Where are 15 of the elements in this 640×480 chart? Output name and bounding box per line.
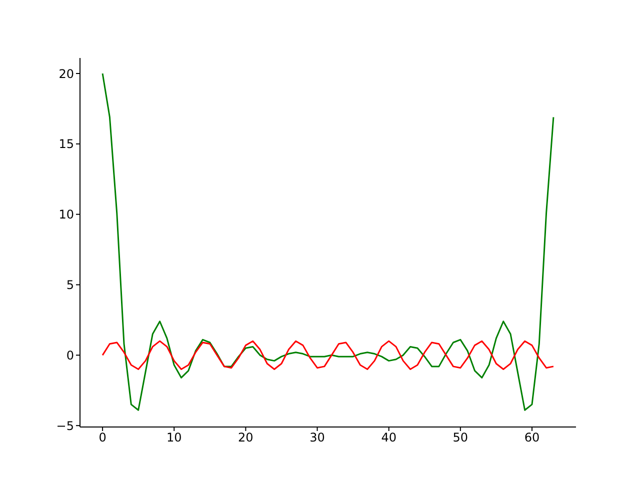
x-tick-label: 50: [452, 430, 468, 445]
x-tick-label: 10: [166, 430, 182, 445]
x-tick-label: 60: [524, 430, 540, 445]
x-tick-label: 0: [98, 430, 106, 445]
y-tick-label: 20: [58, 66, 74, 81]
x-tick-label: 30: [310, 430, 325, 445]
y-tick-label: 10: [58, 208, 74, 222]
line-series: [102, 340, 554, 370]
x-tick-label: 20: [238, 430, 254, 445]
y-tick-label: 0: [66, 348, 74, 362]
line-series: [102, 72, 554, 411]
y-tick-label: −5: [56, 418, 74, 433]
x-tick-label: 40: [381, 430, 396, 445]
y-tick-label: 15: [58, 137, 74, 152]
y-tick-label: 5: [66, 278, 74, 292]
